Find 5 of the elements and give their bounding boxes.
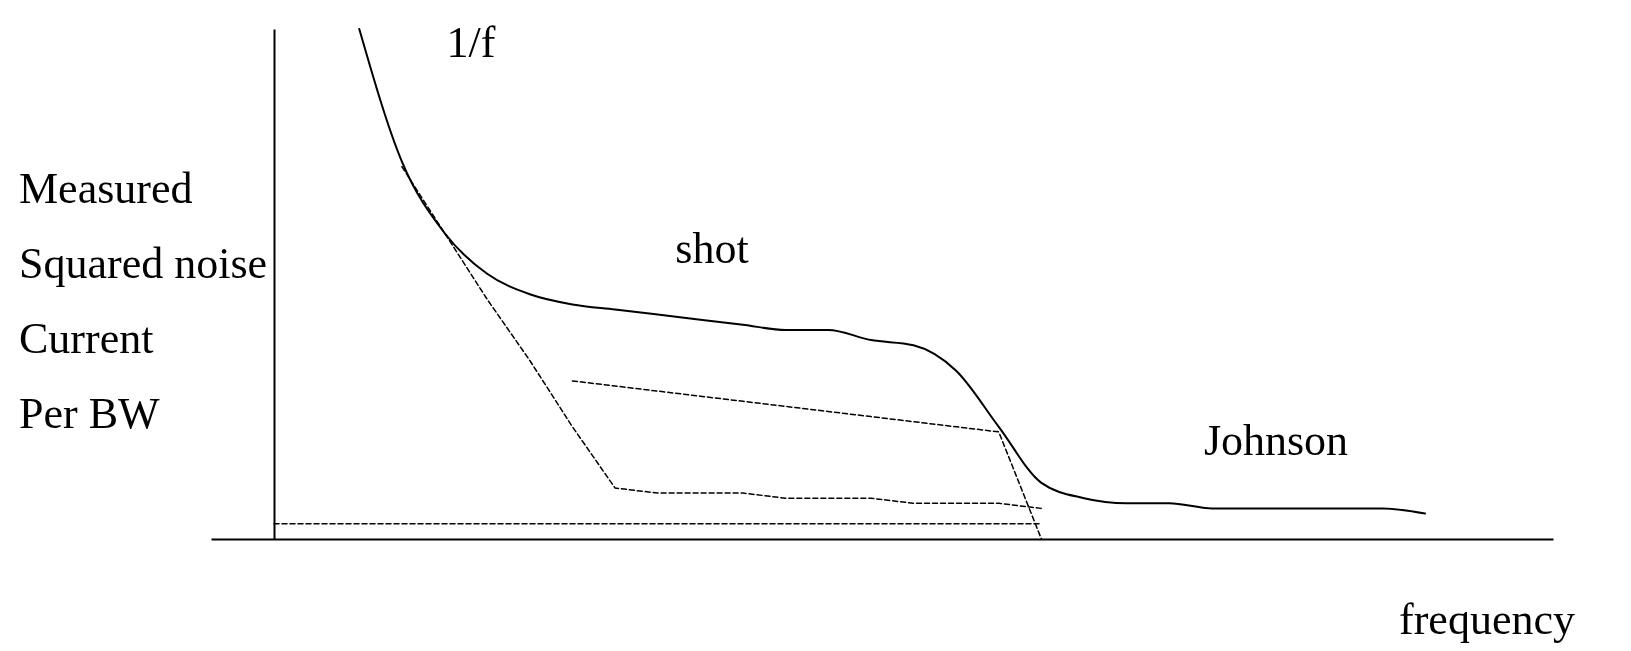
y-axis-title: Measured Squared noise Current Per BW bbox=[19, 164, 268, 438]
annotation: shot bbox=[675, 224, 749, 273]
annotation: Johnson bbox=[1203, 416, 1349, 465]
annotation: 1/f bbox=[446, 18, 496, 67]
x-axis-title: frequency bbox=[1399, 595, 1575, 644]
